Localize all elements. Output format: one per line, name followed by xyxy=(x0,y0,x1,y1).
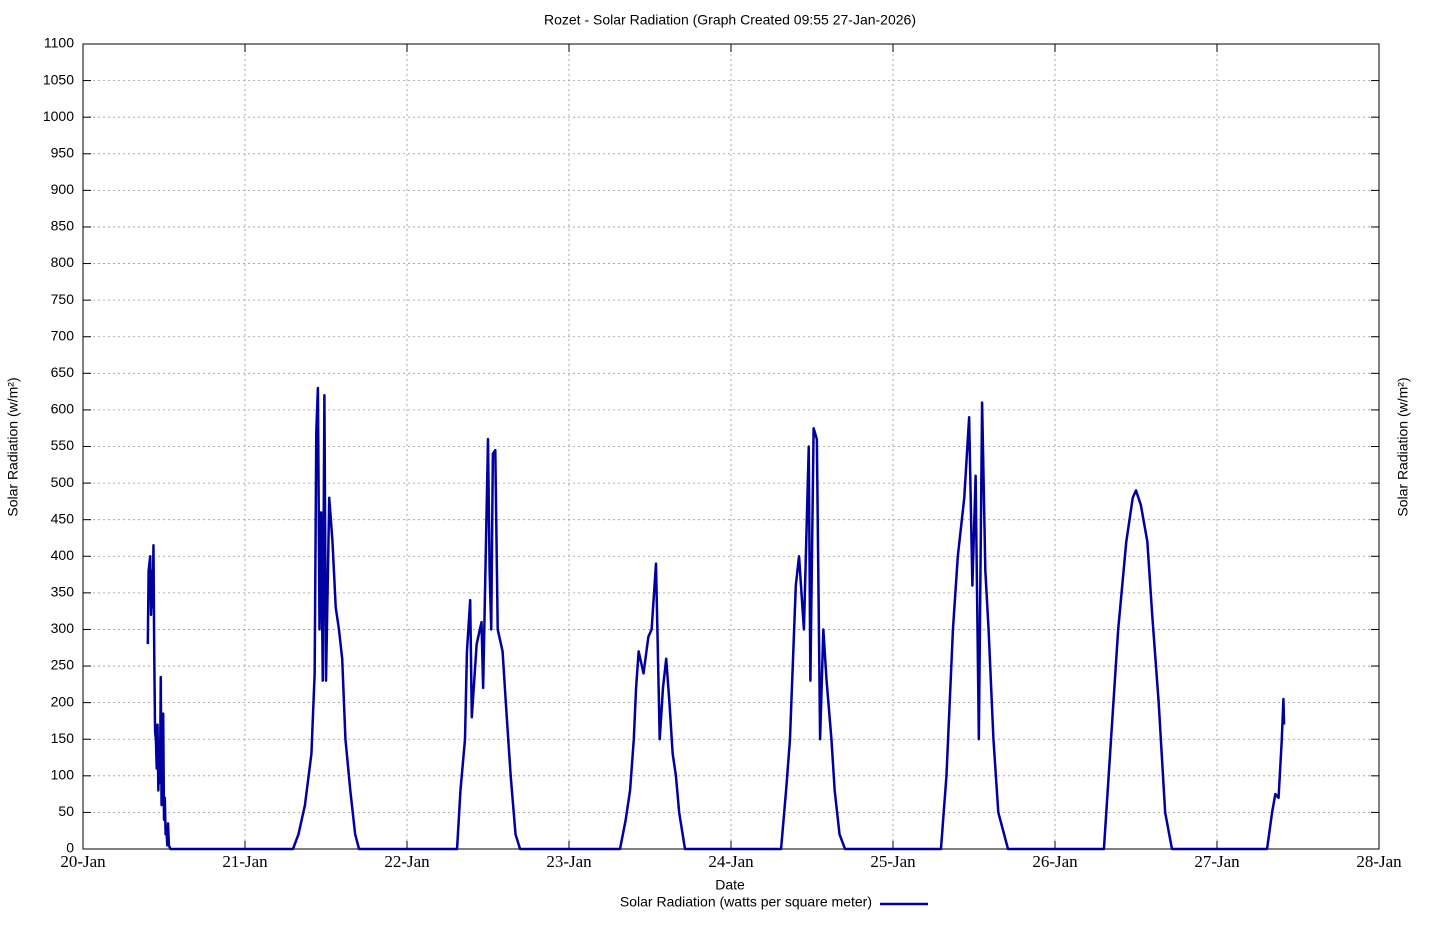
y-tick-label: 300 xyxy=(51,620,75,636)
y-tick-label: 350 xyxy=(51,584,75,600)
x-axis-label: Date xyxy=(715,877,745,893)
y-axis-label: Solar Radiation (w/m²) xyxy=(5,377,21,516)
y-tick-label: 850 xyxy=(51,218,75,234)
legend-label: Solar Radiation (watts per square meter) xyxy=(620,894,872,910)
y-tick-label: 1050 xyxy=(43,71,74,87)
x-tick-label: 20-Jan xyxy=(60,852,106,871)
y-tick-label: 1100 xyxy=(44,35,74,51)
y-tick-label: 900 xyxy=(51,181,75,197)
x-tick-label: 28-Jan xyxy=(1356,852,1402,871)
y-tick-label: 600 xyxy=(51,401,75,417)
y-tick-label: 250 xyxy=(51,657,75,673)
y-tick-label: 1000 xyxy=(43,108,74,124)
y-tick-label: 200 xyxy=(51,693,75,709)
x-tick-label: 25-Jan xyxy=(870,852,916,871)
x-tick-label: 26-Jan xyxy=(1032,852,1078,871)
x-tick-label: 22-Jan xyxy=(384,852,430,871)
y-tick-label: 550 xyxy=(51,437,75,453)
y-tick-label: 0 xyxy=(66,840,74,856)
y-tick-label: 950 xyxy=(51,144,75,160)
x-tick-label: 21-Jan xyxy=(222,852,268,871)
series-line xyxy=(146,386,1286,851)
y-tick-label: 500 xyxy=(51,474,75,490)
y-tick-label: 50 xyxy=(58,803,74,819)
y-tick-label: 750 xyxy=(51,291,75,307)
y-tick-label: 150 xyxy=(51,730,75,746)
x-tick-label: 23-Jan xyxy=(546,852,592,871)
y-tick-label: 800 xyxy=(51,254,75,270)
x-tick-label: 24-Jan xyxy=(708,852,754,871)
chart-title: Rozet - Solar Radiation (Graph Created 0… xyxy=(544,12,916,28)
y-tick-label: 700 xyxy=(51,327,75,343)
y-tick-label: 650 xyxy=(51,364,75,380)
y-tick-label: 400 xyxy=(51,547,75,563)
y-tick-label: 450 xyxy=(51,510,75,526)
y2-axis-label: Solar Radiation (w/m²) xyxy=(1395,377,1411,516)
y-tick-label: 100 xyxy=(51,767,75,783)
x-tick-label: 27-Jan xyxy=(1194,852,1240,871)
